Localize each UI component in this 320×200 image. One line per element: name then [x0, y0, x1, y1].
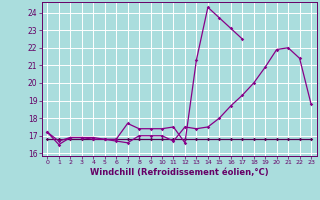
- X-axis label: Windchill (Refroidissement éolien,°C): Windchill (Refroidissement éolien,°C): [90, 168, 268, 177]
